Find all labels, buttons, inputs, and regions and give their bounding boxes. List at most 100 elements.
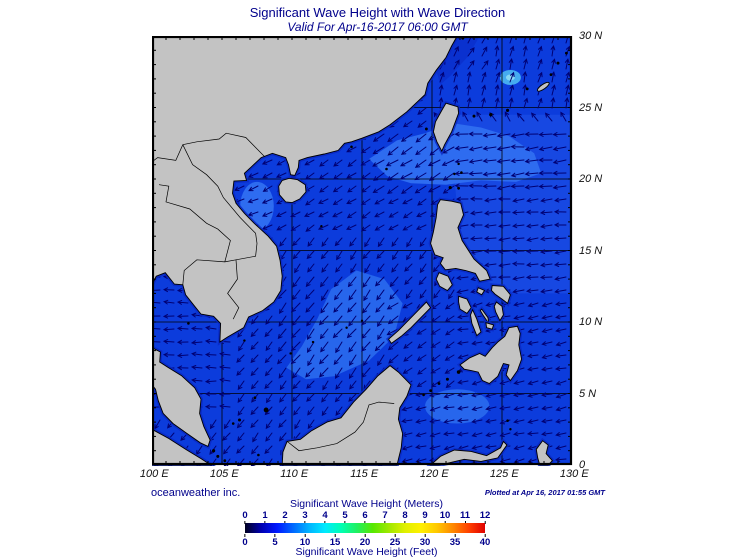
landmass-masbate [476,287,486,296]
lat-label: 10 N [579,316,603,328]
island-dot [448,185,452,190]
landmass-mainland [152,36,458,343]
landmass-mindanao [459,325,523,385]
island-dot [453,172,456,176]
lat-label: 30 N [579,30,603,42]
island-dot [350,145,353,149]
feet-tick-label: 30 [420,534,430,548]
island-dot [489,112,493,117]
meters-tick-label: 1 [262,510,268,524]
island-dot [187,322,190,325]
legend-meters-ticks: 0 1 2 3 4 5 6 7 8 9 10 11 12 [242,510,490,524]
oceanweather-credit: oceanweather inc. [151,487,241,499]
island-dot [457,186,460,190]
lat-label: 0 [579,459,586,471]
island-dot [345,326,348,329]
legend-feet-label: Significant Wave Height (Feet) [295,546,438,558]
island-dot [216,454,220,458]
meters-tick-label: 5 [342,510,348,524]
landmass-negros [470,308,482,337]
meters-tick-label: 9 [422,510,428,524]
latitude-axis: 30 N 25 N 20 N 15 N 10 N 5 N 0 [579,30,624,471]
island-dot [257,453,260,457]
landmass-peninsula [152,347,211,448]
island-dot [422,393,425,397]
island-dot [472,114,476,118]
landmass-palawan [388,301,432,345]
country-borders [152,132,395,452]
lat-label: 20 N [579,173,603,185]
island-dot [429,389,432,393]
island-dot [460,171,463,174]
lon-label: 125 E [489,468,519,480]
meters-tick-label: 7 [382,510,388,524]
island-dot [253,396,257,400]
feet-tick-label: 5 [272,534,278,548]
island-dot [556,61,560,65]
landmass-samar [491,285,511,305]
feet-tick-label: 40 [480,534,490,548]
island-dot [445,377,449,381]
island-dot [231,422,235,425]
island-dot [238,418,241,422]
feet-tick-label: 0 [242,534,248,548]
meters-tick-label: 12 [480,510,490,524]
feet-tick-label: 25 [390,534,400,548]
landmass-luzon [430,199,491,282]
plotted-timestamp: Plotted at Apr 16, 2017 01:55 GMT [484,488,605,497]
lon-label: 110 E [280,468,309,480]
wave-height-colorbar [245,523,485,533]
feet-tick-label: 35 [450,534,460,548]
island-dot [457,162,460,166]
landmass-sulawesi [429,440,508,466]
wave-map-canvas [152,36,573,466]
island-dot [223,459,227,463]
landmass-cebu [479,308,490,324]
legend-meters-label: Significant Wave Height (Meters) [289,498,444,510]
lon-label: 100 E [139,468,169,480]
island-dot [506,419,509,422]
meters-tick-label: 11 [460,510,470,524]
island-dot [320,224,323,228]
valid-time-subtitle: Valid For Apr-16-2017 06:00 GMT [287,20,468,34]
landmass-bohol [485,322,495,330]
landmass-sumatra [152,428,213,466]
landmass-mindoro [435,272,453,292]
legend-feet-ticks: 0 5 10 15 20 25 30 35 40 [242,534,490,548]
lon-label: 120 E [419,468,449,480]
page-title: Significant Wave Height with Wave Direct… [249,5,506,20]
land-layer [152,36,568,466]
island-dot [243,339,246,342]
feet-tick-label: 20 [360,534,370,548]
lon-label: 105 E [209,468,239,480]
meters-tick-label: 2 [282,510,288,524]
island-dot [525,87,529,91]
map-frame [152,36,573,466]
island-dot [360,319,364,322]
island-dot [289,352,292,355]
lon-label: 130 E [559,468,589,480]
lat-label: 25 N [579,101,603,114]
island-dot [549,73,553,77]
landmass-taiwan [432,102,460,153]
landmass-borneo [281,365,412,466]
island-dot [425,127,428,131]
feet-tick-label: 10 [300,534,310,548]
island-dot [385,167,388,171]
meters-tick-label: 6 [362,510,368,524]
landmass-okinawa [536,81,550,92]
landmass-hainan [278,177,307,204]
island-dot [565,51,568,55]
meters-tick-label: 3 [302,510,308,524]
island-dot [456,370,461,374]
lon-label: 115 E [350,468,379,480]
island-dot [437,382,441,385]
island-dot [263,407,269,413]
landmass-panay [458,295,472,314]
meters-tick-label: 8 [402,510,408,524]
lat-label: 5 N [579,387,597,400]
meters-tick-label: 0 [242,510,248,524]
longitude-axis: 100 E 105 E 110 E 115 E 120 E 125 E 130 E [140,468,589,482]
island-dot [311,340,315,344]
island-dot [212,449,216,453]
